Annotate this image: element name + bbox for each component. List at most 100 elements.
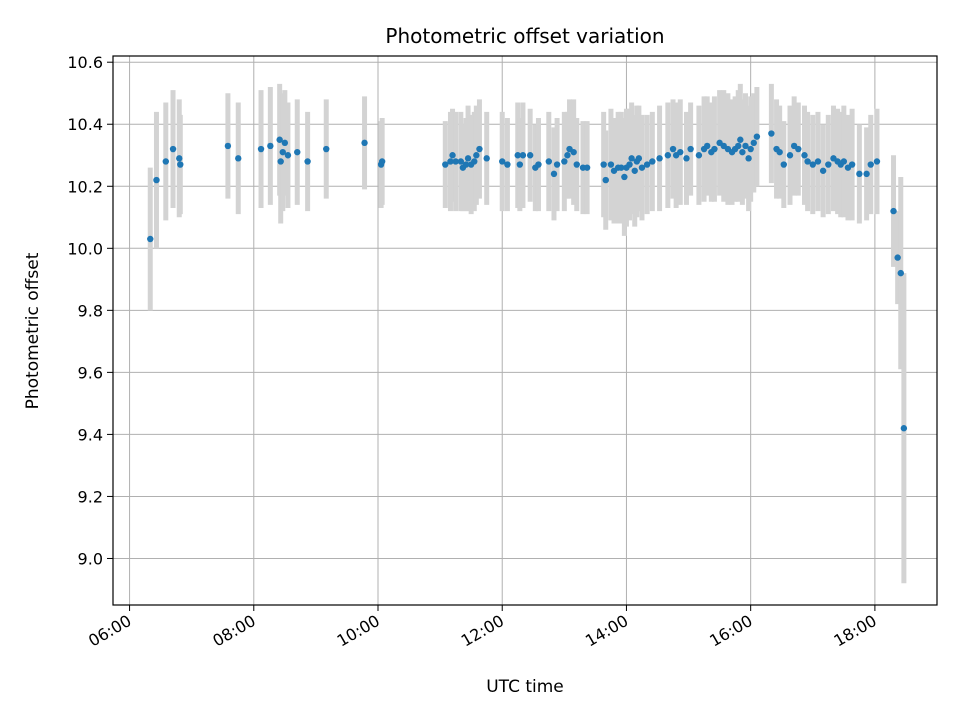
data-point xyxy=(267,142,274,150)
data-point xyxy=(304,158,311,165)
data-point xyxy=(804,158,811,165)
data-point xyxy=(476,145,483,153)
data-point xyxy=(169,145,177,153)
data-point xyxy=(819,167,827,174)
data-point xyxy=(786,152,794,159)
data-point xyxy=(618,164,625,171)
y-tick-label: 9.6 xyxy=(78,363,103,382)
data-point xyxy=(814,158,822,165)
y-tick-label: 9.4 xyxy=(78,425,103,444)
data-point xyxy=(483,155,490,162)
data-point xyxy=(873,158,881,165)
data-point xyxy=(745,155,752,162)
data-point xyxy=(669,145,677,153)
data-point xyxy=(607,161,615,168)
data-point xyxy=(643,161,651,168)
data-point xyxy=(848,161,856,168)
data-point xyxy=(276,136,283,143)
data-point xyxy=(711,145,718,153)
data-point xyxy=(856,170,863,178)
data-point xyxy=(235,155,242,162)
data-point xyxy=(621,173,628,181)
data-point xyxy=(739,148,746,156)
data-point xyxy=(753,133,761,140)
data-point xyxy=(499,158,506,165)
data-point xyxy=(664,152,672,159)
data-point xyxy=(447,158,454,165)
data-point xyxy=(897,269,904,277)
data-point xyxy=(809,161,816,168)
y-tick-label: 10.4 xyxy=(67,115,103,134)
y-tick-label: 9.2 xyxy=(78,487,103,506)
data-point xyxy=(504,161,511,168)
data-point xyxy=(867,161,874,168)
data-point xyxy=(176,155,183,162)
x-tick-label: 18:00 xyxy=(830,611,879,651)
data-point xyxy=(257,145,265,153)
data-point xyxy=(573,161,580,168)
data-point xyxy=(737,136,744,143)
data-point xyxy=(153,176,160,184)
x-axis-ticks: 06:00 08:00 10:00 12:00 14:00 16:00 18:00 xyxy=(85,605,880,651)
data-points xyxy=(147,130,908,432)
data-point xyxy=(519,152,527,159)
data-point xyxy=(840,158,848,165)
data-point xyxy=(628,155,635,162)
data-point xyxy=(462,161,470,168)
data-point xyxy=(449,152,456,159)
data-point xyxy=(564,152,571,159)
data-point xyxy=(281,139,289,147)
data-point xyxy=(583,164,591,171)
data-point xyxy=(635,155,643,162)
data-point xyxy=(570,148,577,156)
x-tick-label: 10:00 xyxy=(334,611,383,651)
data-point xyxy=(825,161,832,168)
data-point xyxy=(750,139,757,147)
data-point xyxy=(626,161,633,168)
data-point xyxy=(649,158,656,165)
y-tick-label: 10.6 xyxy=(67,53,103,72)
data-point xyxy=(361,139,368,147)
data-point xyxy=(600,161,607,168)
data-point xyxy=(735,142,742,150)
data-point xyxy=(742,142,749,150)
x-tick-label: 08:00 xyxy=(209,611,258,651)
data-point xyxy=(638,164,646,171)
data-point xyxy=(545,158,553,165)
data-point xyxy=(561,158,568,165)
data-point xyxy=(695,152,703,159)
x-tick-label: 16:00 xyxy=(706,611,755,651)
data-point xyxy=(776,148,783,156)
y-tick-label: 9.8 xyxy=(78,301,103,320)
data-point xyxy=(550,170,558,178)
data-point xyxy=(890,207,897,215)
plot-frame xyxy=(112,55,938,606)
data-point xyxy=(284,152,292,159)
data-point xyxy=(471,158,478,165)
x-tick-label: 14:00 xyxy=(582,611,631,651)
data-point xyxy=(602,176,609,184)
x-tick-label: 06:00 xyxy=(85,611,134,651)
y-tick-label: 10.2 xyxy=(67,177,103,196)
data-point xyxy=(323,145,330,153)
data-point xyxy=(473,152,480,159)
data-point xyxy=(526,152,534,159)
y-tick-label: 9.0 xyxy=(78,549,103,568)
x-axis-label: UTC time xyxy=(486,677,564,697)
data-point xyxy=(514,152,521,159)
data-point xyxy=(452,158,459,165)
data-point xyxy=(378,158,386,165)
data-point xyxy=(279,148,286,156)
data-point xyxy=(677,148,684,156)
data-point xyxy=(795,145,802,153)
data-point xyxy=(553,161,561,168)
y-axis-label: Photometric offset xyxy=(23,252,43,409)
error-bars xyxy=(147,83,907,584)
data-point xyxy=(768,130,775,137)
data-point xyxy=(294,148,301,156)
data-point xyxy=(516,161,524,168)
data-point xyxy=(162,158,169,165)
data-point xyxy=(801,152,808,159)
data-point xyxy=(894,254,901,261)
